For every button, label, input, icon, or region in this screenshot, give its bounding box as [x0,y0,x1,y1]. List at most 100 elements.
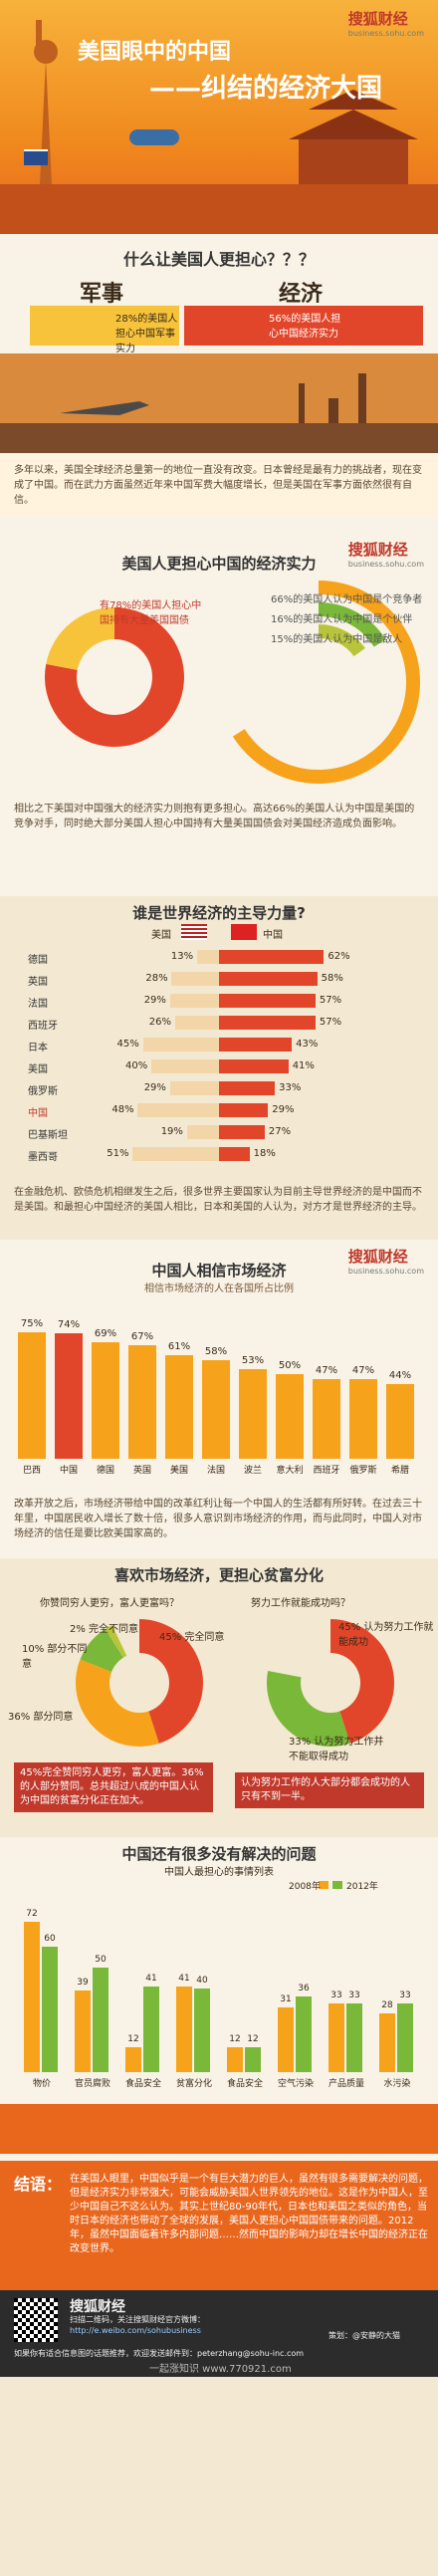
leader-bar-china [219,972,318,986]
leader-value-china: 57% [319,995,342,1006]
view-item-1: 16%的美国人认为中国是个伙伴 [271,614,413,625]
footer-weibo-link[interactable]: http://e.weibo.com/sohubusiness [70,2326,201,2335]
gap-section: 喜欢市场经济，更担心贫富分化 你赞同穷人更穷，富人更富吗？ 努力工作就能成功吗？… [0,1558,438,1837]
leader-bar-china [219,1016,316,1030]
problem-bar-2008年 [176,1986,192,2072]
market-category: 法国 [206,1466,225,1476]
problem-bar-2008年 [278,2006,294,2072]
inequality-pie-slice-0 [139,1619,203,1744]
work-label-1: 33% 认为努力工作并不能取得成功 [289,1737,384,1762]
work-pie [267,1619,394,1747]
leader-bar-usa [132,1147,219,1161]
gap-right-question: 努力工作就能成功吗？ [251,1598,350,1609]
leader-bar-usa [169,1081,219,1095]
footer-follow: 扫描二维码，关注搜狐财经官方微博： [70,2315,205,2324]
problem-category: 产品质量 [328,2079,364,2089]
problem-value: 12 [229,2033,241,2044]
problem-bar-2008年 [125,2046,141,2072]
leader-bar-usa [137,1103,219,1117]
leader-category: 墨西哥 [28,1152,58,1163]
market-value: 53% [241,1354,265,1366]
leader-bar-china [219,1125,265,1139]
problem-value: 39 [77,1978,89,1989]
leader-bar-china [219,950,325,964]
market-section: 搜狐财经 business.sohu.com 中国人相信市场经济 相信市场经济的人… [0,1240,438,1558]
leader-bar-usa [196,950,219,964]
problem-value: 28 [381,2000,393,2011]
market-value: 61% [167,1341,191,1353]
problem-bar-2012年 [346,2002,362,2072]
market-category: 希腊 [390,1466,409,1476]
problem-category: 食品安全 [226,2079,263,2089]
problems-title: 中国还有很多没有解决的问题 [121,1845,317,1863]
problems-subtitle: 中国人最担心的事情列表 [164,1867,274,1878]
leader-bar-china [219,994,316,1008]
leader-value-usa: 40% [125,1060,148,1071]
usa-label: 美国 [151,930,171,941]
market-bar [386,1384,414,1459]
leader-value-china: 62% [328,951,350,962]
problem-value: 60 [44,1934,56,1944]
economy-label: 经济 [279,282,324,307]
problem-value: 33 [348,1990,360,2000]
market-value: 67% [130,1331,154,1343]
problem-bar-2008年 [24,1921,40,2072]
q2-brand: 搜狐财经 business.sohu.com [347,541,424,569]
problem-value: 36 [298,1984,310,1994]
problem-category: 官员腐败 [74,2079,110,2089]
economy-box [184,306,423,346]
problem-value: 12 [127,2033,139,2044]
gap-left-question: 你赞同穷人更穷，富人更富吗？ [40,1598,179,1609]
market-bar [349,1379,377,1459]
q2-section: 搜狐财经 business.sohu.com 美国人更担心中国的经济实力 有78%… [0,533,438,896]
market-value: 75% [20,1317,44,1329]
leader-category: 美国 [28,1064,48,1075]
leader-paragraph: 在金融危机、欧债危机相继发生之后，很多世界主要国家认为目前主导世界经济的是中国而… [14,1187,422,1213]
economy-text: 56%的美国人担心中国经济实力 [269,314,341,340]
view-item-0: 66%的美国人认为中国是个竞争者 [271,594,423,605]
problems-section: 中国还有很多没有解决的问题 中国人最担心的事情列表 2008年 2012年 72… [0,1837,438,2161]
work-pie-hole [301,1653,360,1713]
problem-bar-2012年 [245,2046,261,2072]
leader-title: 谁是世界经济的主导力量? [132,904,306,922]
q1-paragraph: 多年以来，美国全球经济总量第一的地位一直没有改变。日本曾经是最有力的挑战者，现在… [0,455,438,516]
problem-value: 33 [330,1990,342,2000]
market-category: 英国 [132,1466,151,1476]
legend-2008-swatch [319,1881,328,1889]
worry-text: 有78%的美国人担心中国持有大量美国国债 [100,600,202,626]
legend-2012: 2012年 [346,1882,378,1892]
china-label: 中国 [263,930,283,941]
market-bar [92,1341,119,1459]
problem-category: 食品安全 [124,2079,161,2089]
problem-value: 40 [196,1976,208,1986]
footer-section: 搜狐财经 扫描二维码，关注搜狐财经官方微博： http://e.weibo.co… [0,2290,438,2377]
leader-value-china: 33% [279,1082,302,1093]
leader-category: 英国 [28,977,48,988]
market-bar [202,1360,230,1459]
view-arc-2 [318,624,365,657]
leader-bar-china [219,1059,289,1073]
leader-value-usa: 29% [143,995,166,1006]
military-text: 28%的美国人担心中国军事实力 [115,314,178,354]
military-label: 军事 [80,282,124,307]
leader-value-usa: 29% [143,1082,166,1093]
leader-bar-china [219,1147,250,1161]
leader-category: 中国 [28,1108,48,1119]
market-value: 47% [351,1365,375,1377]
problem-bar-2008年 [328,2002,344,2072]
problem-bar-2012年 [93,1968,109,2072]
problem-category: 贫富分化 [175,2079,212,2089]
footer-contact: 如果你有适合信息图的话题推荐，欢迎发送邮件到：peterzhang@sohu-i… [14,2349,305,2358]
leader-value-china: 29% [272,1104,295,1115]
leader-category: 日本 [28,1043,48,1054]
leader-value-china: 58% [321,973,343,984]
leader-value-china: 43% [296,1039,319,1050]
leader-bar-usa [171,972,219,986]
leader-value-usa: 45% [116,1039,139,1050]
gap-right-note: 认为努力工作的人大部分都会成功的人只有不到一半。 [235,1772,424,1808]
market-bar [165,1355,193,1459]
market-bar [239,1368,267,1459]
leader-bar-usa [142,1038,219,1052]
legend-2008: 2008年 [289,1882,321,1892]
leader-bar-usa [169,994,219,1008]
